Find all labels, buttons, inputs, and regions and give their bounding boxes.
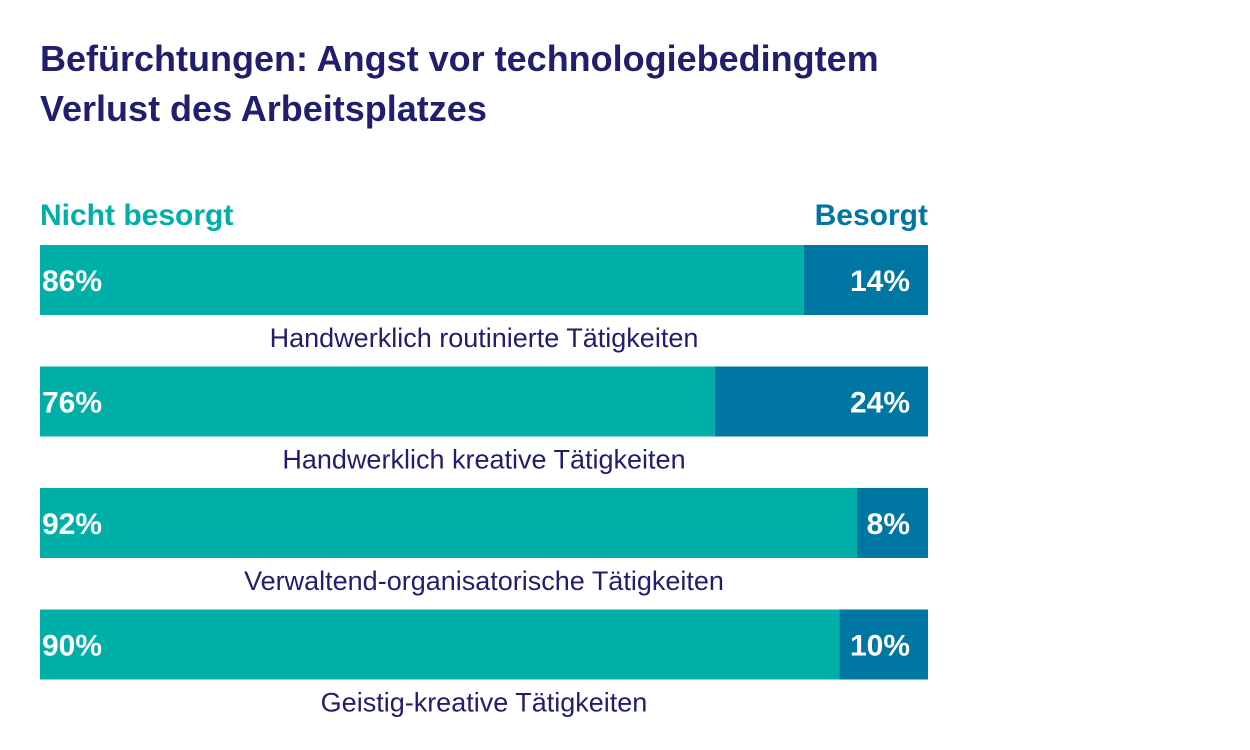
bar-value-worried: 8%: [867, 508, 910, 541]
chart-title-line-1: Befürchtungen: Angst vor technologiebedi…: [40, 38, 879, 79]
chart-title: Befürchtungen: Angst vor technologiebedi…: [40, 34, 1040, 134]
legend-not-worried: Nicht besorgt: [40, 199, 234, 232]
bar-value-worried: 10%: [850, 630, 910, 663]
bar-value-not-worried: 76%: [42, 387, 102, 420]
bar-value-worried: 14%: [850, 265, 910, 298]
bar-value-worried: 24%: [850, 387, 910, 420]
category-label: Handwerklich kreative Tätigkeiten: [282, 445, 685, 475]
bar-value-not-worried: 86%: [42, 265, 102, 298]
legend-worried: Besorgt: [814, 199, 928, 232]
bar-worried: [856, 488, 928, 558]
chart-title-line-2: Verlust des Arbeitsplatzes: [40, 88, 487, 129]
bar-value-not-worried: 90%: [42, 630, 102, 663]
bar-worried: [714, 366, 928, 437]
category-label: Verwaltend-organisatorische Tätigkeiten: [244, 566, 724, 596]
bar-worried: [803, 245, 928, 315]
bar-not-worried: [40, 366, 715, 437]
bar-not-worried: [40, 245, 804, 315]
category-label: Handwerklich routinierte Tätigkeiten: [270, 323, 699, 353]
bar-not-worried: [40, 609, 840, 680]
bar-value-not-worried: 92%: [42, 508, 102, 541]
bar-worried: [839, 609, 928, 680]
category-label: Geistig-kreative Tätigkeiten: [321, 688, 648, 718]
bar-not-worried: [40, 488, 857, 558]
